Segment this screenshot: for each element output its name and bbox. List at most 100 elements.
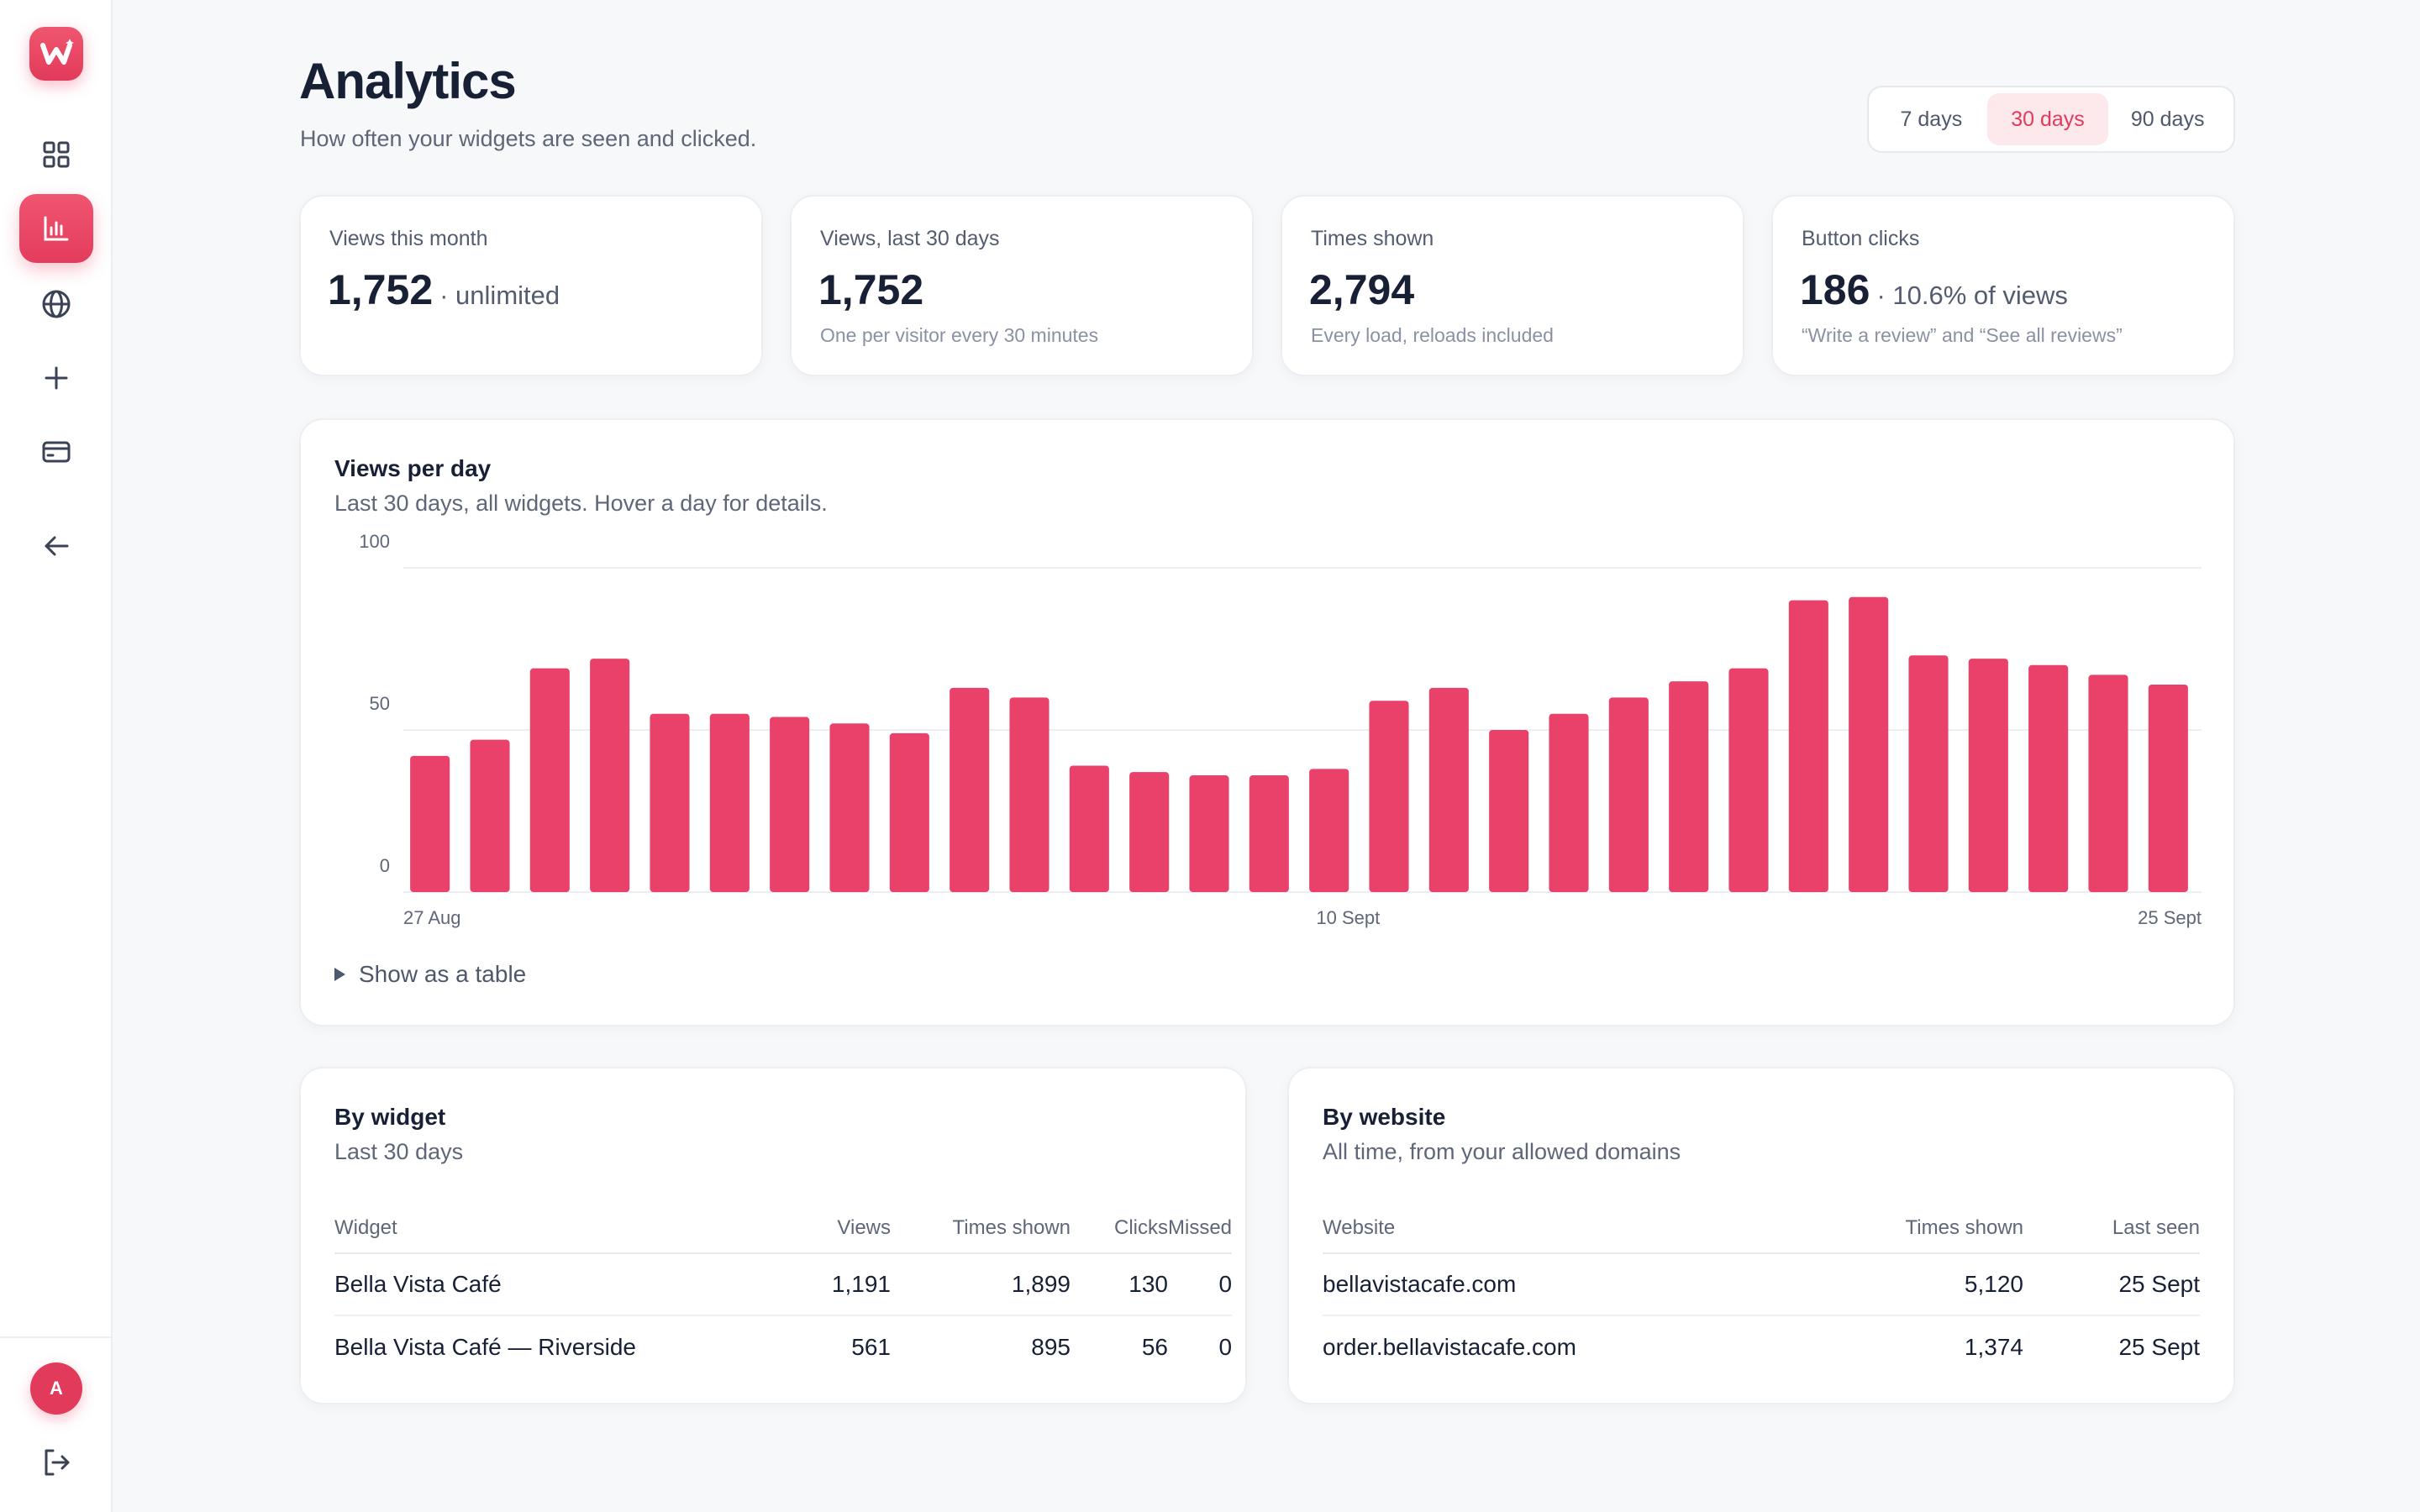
y-tick-label: 50 — [370, 693, 390, 714]
by-website-subtitle: All time, from your allowed domains — [1323, 1139, 1681, 1164]
chart-bar[interactable] — [2028, 664, 2069, 892]
column-header[interactable]: Times shown — [891, 1216, 1071, 1254]
y-tick-label: 0 — [380, 855, 390, 876]
stat-card-views-last-30-days: Views, last 30 days 1,752 One per visito… — [790, 195, 1254, 376]
sidebar-item-create[interactable] — [19, 344, 93, 412]
chart-bar[interactable] — [1608, 697, 1649, 892]
stat-number: 186 — [1800, 266, 1870, 313]
chart-bar[interactable] — [770, 717, 810, 892]
stat-note: “Write a review” and “See all reviews” — [1802, 324, 2123, 346]
chart-bar[interactable] — [829, 723, 870, 892]
logout-icon — [45, 1449, 70, 1476]
by-widget-table: Widget Views Times shown Clicks Missed B… — [334, 1216, 1233, 1378]
stat-note: One per visitor every 30 minutes — [820, 324, 1099, 346]
stat-label: Button clicks — [1802, 227, 1920, 250]
chart-bar[interactable] — [950, 687, 990, 892]
range-30-days-button[interactable]: 30 days — [1986, 93, 2109, 145]
range-7-days-button[interactable]: 7 days — [1900, 107, 1963, 131]
chart-bar[interactable] — [1009, 697, 1050, 892]
by-website-table: Website Times shown Last seen bellavista… — [1323, 1216, 2200, 1378]
chart-bar[interactable] — [1428, 687, 1469, 892]
times-shown-cell: 1,374 — [1964, 1333, 2023, 1360]
chart-bar[interactable] — [1129, 772, 1170, 892]
stat-suffix: · unlimited — [439, 281, 560, 310]
column-header[interactable]: Last seen — [2023, 1216, 2200, 1254]
chart-bar[interactable] — [470, 739, 510, 892]
show-as-table-label: Show as a table — [359, 961, 527, 987]
column-header[interactable]: Website — [1323, 1216, 1877, 1254]
range-90-days-button[interactable]: 90 days — [2130, 107, 2205, 131]
show-as-table-toggle[interactable]: Show as a table — [334, 961, 526, 988]
chart-bar[interactable] — [1489, 730, 1529, 892]
column-header[interactable]: Clicks — [1071, 1216, 1168, 1254]
grid-icon — [43, 141, 70, 168]
stat-suffix: · 10.6% of views — [1876, 281, 2068, 310]
by-website-card: By website All time, from your allowed d… — [1287, 1067, 2235, 1404]
stat-number: 1,752 — [328, 266, 434, 313]
chart-bar[interactable] — [2088, 675, 2128, 892]
table-header-row: Widget Views Times shown Clicks Missed — [334, 1216, 1233, 1254]
clicks-cell: 56 — [1141, 1333, 1168, 1360]
table-row[interactable]: Bella Vista Café — Riverside 561 895 56 … — [334, 1315, 1232, 1378]
sidebar-item-back[interactable] — [19, 512, 93, 580]
chart-bar[interactable] — [1069, 765, 1109, 892]
times-shown-cell: 5,120 — [1877, 1253, 2023, 1316]
chart-bar[interactable] — [650, 713, 690, 892]
column-header[interactable]: Times shown — [1877, 1216, 2023, 1254]
chart-title: Views per day — [334, 455, 492, 481]
chart-bar[interactable] — [1728, 668, 1769, 892]
widget-logo-icon[interactable] — [29, 27, 83, 81]
chart-bar[interactable] — [1249, 775, 1289, 892]
views-cell: 1,191 — [810, 1253, 891, 1316]
chart-bar[interactable] — [1908, 655, 1949, 892]
chart-bar[interactable] — [529, 668, 570, 892]
chart-bar[interactable] — [1788, 600, 1828, 892]
stat-label: Times shown — [1311, 227, 1434, 250]
table-row[interactable]: Bella Vista Café 1,191 1,899 130 0 — [334, 1253, 1233, 1316]
chart-bar[interactable] — [1968, 659, 2008, 892]
column-header[interactable]: Views — [810, 1216, 891, 1254]
chart-bar[interactable] — [1189, 775, 1229, 892]
stat-value: 2,794 — [1309, 265, 1414, 314]
credit-card-icon — [42, 441, 71, 463]
column-header[interactable]: Missed — [1168, 1216, 1233, 1254]
plus-icon — [45, 366, 68, 390]
disclosure-triangle-icon — [334, 968, 345, 981]
chart-bar[interactable] — [1669, 681, 1709, 892]
chart-bar[interactable] — [709, 713, 750, 892]
stat-card-views-this-month: Views this month 1,752 · unlimited — [299, 195, 763, 376]
logout-button[interactable] — [37, 1443, 76, 1482]
widget-name-cell: Bella Vista Café — [334, 1253, 810, 1316]
by-website-title: By website — [1323, 1104, 1446, 1130]
chart-bar[interactable] — [1549, 713, 1589, 892]
sidebar-item-billing[interactable] — [19, 417, 93, 486]
chart-bar[interactable] — [410, 755, 450, 892]
sidebar-item-websites[interactable] — [19, 270, 93, 339]
website-cell: bellavistacafe.com — [1323, 1253, 1877, 1316]
avatar[interactable]: A — [30, 1362, 82, 1415]
x-tick-label: 10 Sept — [1316, 907, 1380, 928]
views-per-day-chart: 100 50 0 27 Aug 10 Sept 25 Sept — [359, 531, 2202, 928]
missed-cell: 0 — [1218, 1333, 1233, 1360]
stat-card-times-shown: Times shown 2,794 Every load, reloads in… — [1281, 195, 1744, 376]
column-header[interactable]: Widget — [334, 1216, 810, 1254]
by-widget-title: By widget — [334, 1104, 446, 1130]
chart-bar[interactable] — [1309, 769, 1349, 892]
sidebar-item-analytics[interactable] — [19, 194, 93, 263]
stat-label: Views this month — [329, 227, 488, 250]
table-row[interactable]: order.bellavistacafe.com 1,374 25 Sept — [1323, 1315, 2200, 1378]
last-seen-cell: 25 Sept — [2118, 1333, 2200, 1360]
stat-note: Every load, reloads included — [1311, 324, 1554, 346]
page-title: Analytics — [299, 53, 517, 109]
sidebar-item-dashboard[interactable] — [19, 120, 93, 189]
page-subtitle: How often your widgets are seen and clic… — [300, 126, 757, 151]
stat-value: 1,752 — [818, 265, 923, 314]
chart-bar[interactable] — [1369, 701, 1409, 892]
stat-number: 2,794 — [1309, 266, 1415, 313]
by-widget-card: By widget Last 30 days Widget Views Time… — [299, 1067, 1247, 1404]
chart-bar[interactable] — [889, 732, 929, 892]
chart-bar[interactable] — [590, 659, 630, 892]
table-row[interactable]: bellavistacafe.com 5,120 25 Sept — [1323, 1253, 2200, 1316]
chart-bar[interactable] — [1849, 596, 1889, 892]
chart-bar[interactable] — [2148, 684, 2188, 892]
